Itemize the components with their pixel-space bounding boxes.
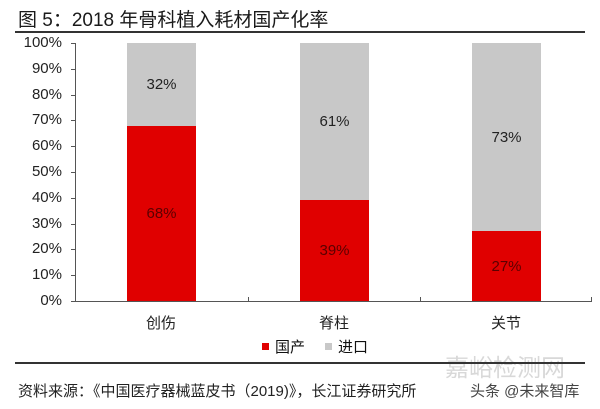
y-tick <box>71 249 76 251</box>
y-tick-label: 30% <box>31 214 62 232</box>
watermark: 嘉峪检测网 <box>445 355 565 382</box>
chart-title: 图 5：2018 年骨科植入耗材国产化率 <box>18 10 329 31</box>
legend-swatch-domestic <box>262 343 269 350</box>
x-category-label: 关节 <box>490 315 521 332</box>
stacked-bar: 73% 27% <box>472 43 541 301</box>
source-note: 资料来源：《中国医疗器械蓝皮书（2019)》，长江证券研究所 <box>18 383 417 400</box>
stacked-bar: 32% 68% <box>127 43 196 301</box>
bar-segment-import: 32% <box>127 43 196 126</box>
y-tick-label: 10% <box>31 266 62 284</box>
y-tick <box>71 223 76 225</box>
legend: 国产 进口 <box>262 336 368 357</box>
y-tick-label: 50% <box>31 163 62 180</box>
legend-label-domestic: 国产 <box>275 339 306 356</box>
legend-label-import: 进口 <box>338 339 369 356</box>
y-tick <box>71 275 76 277</box>
x-axis <box>75 301 592 302</box>
x-tick <box>248 297 249 301</box>
footer-divider <box>15 362 585 364</box>
x-category-label: 创伤 <box>145 315 176 332</box>
y-tick <box>71 120 76 122</box>
x-category-label: 脊柱 <box>318 315 349 332</box>
bar-segment-import: 73% <box>472 43 541 232</box>
y-tick-label: 0% <box>40 292 62 309</box>
x-tick <box>591 297 592 301</box>
bar-segment-domestic: 68% <box>127 125 196 301</box>
watermark-toutiao: 头条 @未来智库 <box>470 383 580 400</box>
y-tick-label: 60% <box>31 137 62 155</box>
y-tick-label: 70% <box>31 111 62 129</box>
y-tick <box>71 172 76 173</box>
x-tick <box>420 297 421 301</box>
y-tick-label: 100% <box>23 34 62 51</box>
y-tick <box>71 197 76 199</box>
y-tick <box>71 94 76 96</box>
stacked-bar: 61% 39% <box>300 43 369 301</box>
y-axis <box>75 43 76 301</box>
bar-segment-domestic: 39% <box>300 200 369 301</box>
title-divider <box>15 31 585 33</box>
y-tick <box>71 301 76 302</box>
y-tick-label: 20% <box>31 240 62 258</box>
legend-swatch-import <box>325 343 333 350</box>
bar-segment-import: 61% <box>300 43 369 201</box>
y-tick-label: 80% <box>31 85 62 103</box>
y-tick <box>71 68 76 70</box>
y-tick <box>71 43 76 44</box>
y-tick-label: 40% <box>31 188 62 206</box>
y-tick <box>71 146 76 148</box>
y-tick-label: 90% <box>31 59 62 77</box>
bar-segment-domestic: 27% <box>472 231 541 301</box>
